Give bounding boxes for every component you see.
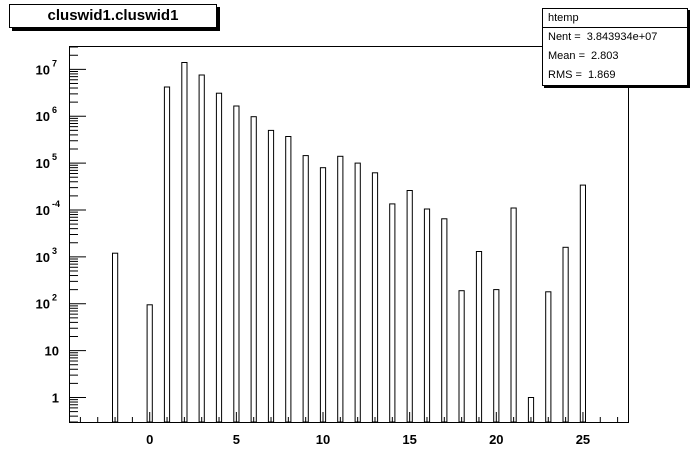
y-tick-exponent: 3	[52, 246, 57, 256]
stats-rms-row: RMS = 1.869	[543, 66, 687, 85]
x-axis: 0 5 10 15 20 25	[79, 412, 619, 447]
stats-rms-value: 1.869	[587, 69, 616, 81]
stats-entries-row: Nent = 3.843934e+07	[543, 28, 687, 47]
y-tick-label: 10	[36, 297, 50, 312]
histogram-bar	[406, 190, 413, 423]
x-tick-label: 10	[316, 432, 330, 447]
histogram-bar	[285, 136, 292, 423]
histogram-bar	[181, 62, 188, 423]
x-tick-label: 25	[576, 432, 590, 447]
histogram-bar	[545, 291, 552, 423]
y-tick-label: 1	[52, 390, 59, 405]
histogram-bar	[302, 155, 309, 423]
y-tick-label: 10	[36, 156, 50, 171]
stats-mean-row: Mean = 2.803	[543, 47, 687, 66]
histogram-bar	[423, 208, 431, 423]
y-tick-label: 10	[36, 62, 50, 77]
x-tick-label: 5	[233, 432, 240, 447]
y-tick-label: 10	[36, 203, 50, 218]
y-tick-label: 10	[36, 109, 50, 124]
stats-entries-label: Nent =	[548, 31, 581, 43]
histogram-bar	[163, 86, 171, 423]
x-tick-label: 20	[489, 432, 503, 447]
y-tick-exponent: 6	[52, 105, 57, 115]
stats-mean-label: Mean =	[548, 50, 585, 62]
histogram-bar	[579, 184, 586, 423]
histogram-bar	[112, 252, 119, 423]
histogram-bar	[441, 218, 448, 423]
y-tick-exponent: 5	[52, 152, 57, 162]
histogram-bar	[458, 290, 465, 423]
stats-name: htemp	[543, 9, 687, 28]
y-tick-exponent: -4	[52, 199, 60, 209]
histogram-bar	[354, 162, 361, 423]
histogram-bar	[146, 304, 153, 423]
histogram-bar	[337, 155, 344, 423]
stats-mean-value: 2.803	[591, 50, 619, 62]
histogram-bar	[267, 129, 275, 423]
histogram-bar	[493, 289, 500, 423]
y-tick-exponent: 7	[52, 58, 57, 68]
y-tick-exponent: 2	[52, 293, 57, 303]
histogram-bar	[475, 251, 483, 423]
stats-rms-label: RMS =	[548, 69, 582, 81]
histogram-bar	[250, 116, 257, 423]
plot-frame	[69, 46, 629, 423]
histogram-bar	[562, 246, 569, 423]
histogram-bar	[198, 74, 205, 423]
y-tick-label: 10	[36, 250, 50, 265]
histogram-bar	[510, 207, 517, 423]
histogram-bar	[319, 167, 327, 423]
histogram-bar	[233, 105, 240, 423]
chart-title: cluswid1.cluswid1	[9, 4, 217, 28]
stats-entries-value: 3.843934e+07	[586, 31, 658, 43]
x-tick-label: 15	[402, 432, 416, 447]
stats-box: htemp Nent = 3.843934e+07 Mean = 2.803 RMS…	[542, 8, 688, 86]
y-tick-label: 10	[45, 344, 59, 359]
histogram-bar	[371, 172, 379, 423]
histogram-bar	[389, 203, 396, 423]
histogram-bar	[215, 92, 223, 423]
x-tick-label: 0	[146, 432, 153, 447]
